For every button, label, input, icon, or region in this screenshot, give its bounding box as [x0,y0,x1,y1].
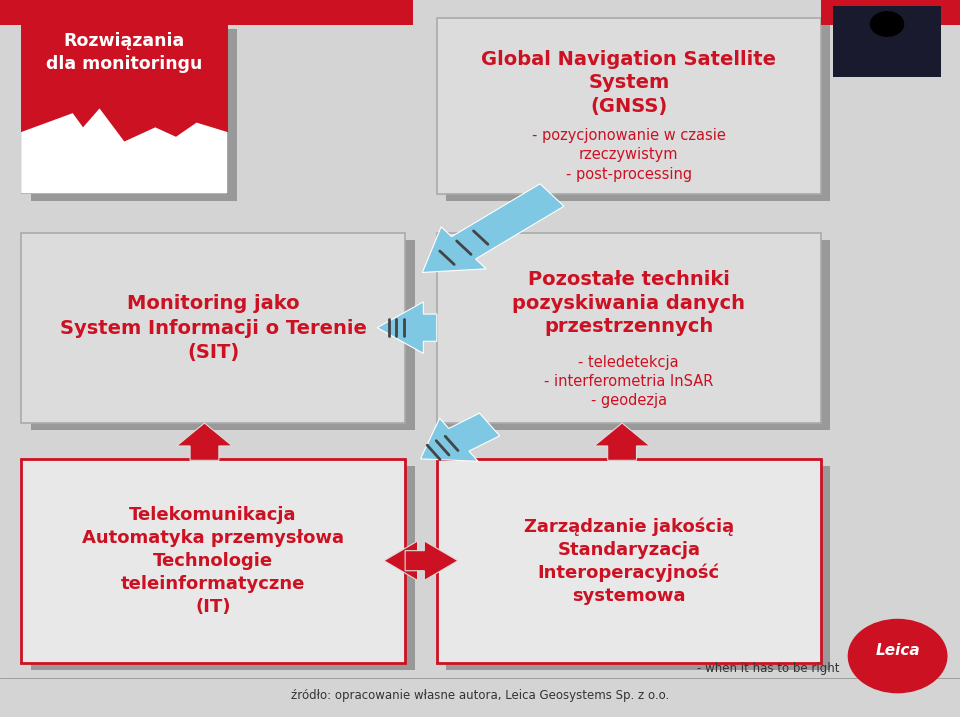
Bar [833,6,941,77]
Bar [437,18,821,194]
Bar [437,459,821,663]
Text: Monitoring jako
System Informacji o Terenie
(SIT): Monitoring jako System Informacji o Tere… [60,294,367,362]
Polygon shape [21,108,228,194]
FancyArrow shape [422,184,564,272]
Bar [446,466,830,670]
Bar [21,233,405,423]
FancyArrow shape [594,423,650,460]
Text: - pozycjonowanie w czasie
rzeczywistym
- post-processing: - pozycjonowanie w czasie rzeczywistym -… [532,128,726,181]
Bar [21,22,228,194]
Bar [31,240,415,430]
Circle shape [870,11,904,37]
Text: - teledetekcja
- interferometria InSAR
- geodezja: - teledetekcja - interferometria InSAR -… [544,354,713,408]
Bar [0,0,413,25]
Text: Rozwiązania
dla monitoringu: Rozwiązania dla monitoringu [46,32,203,73]
Text: - when it has to be right: - when it has to be right [697,662,839,675]
Text: Leica: Leica [876,643,920,657]
FancyArrow shape [384,541,437,581]
Bar [446,25,830,201]
Text: Pozostałe techniki
pozyskiwania danych
przestrzennych: Pozostałe techniki pozyskiwania danych p… [513,270,745,336]
Text: Global Navigation Satellite
System
(GNSS): Global Navigation Satellite System (GNSS… [481,50,777,116]
FancyArrow shape [177,423,232,460]
Bar [21,459,405,663]
FancyArrow shape [405,541,458,581]
FancyArrow shape [377,302,437,353]
Text: Zarządzanie jakością
Standaryzacja
Interoperacyjność
systemowa: Zarządzanie jakością Standaryzacja Inter… [524,517,733,605]
Text: Telekomunikacja
Automatyka przemysłowa
Technologie
teleinformatyczne
(IT): Telekomunikacja Automatyka przemysłowa T… [83,506,344,616]
FancyArrow shape [420,413,500,461]
Bar [31,466,415,670]
Circle shape [848,619,948,693]
Bar [821,0,960,25]
Bar [437,233,821,423]
Bar [446,240,830,430]
Bar [31,29,237,201]
Text: Geosystems: Geosystems [866,663,929,673]
Text: źródło: opracowanie własne autora, Leica Geosystems Sp. z o.o.: źródło: opracowanie własne autora, Leica… [291,689,669,702]
